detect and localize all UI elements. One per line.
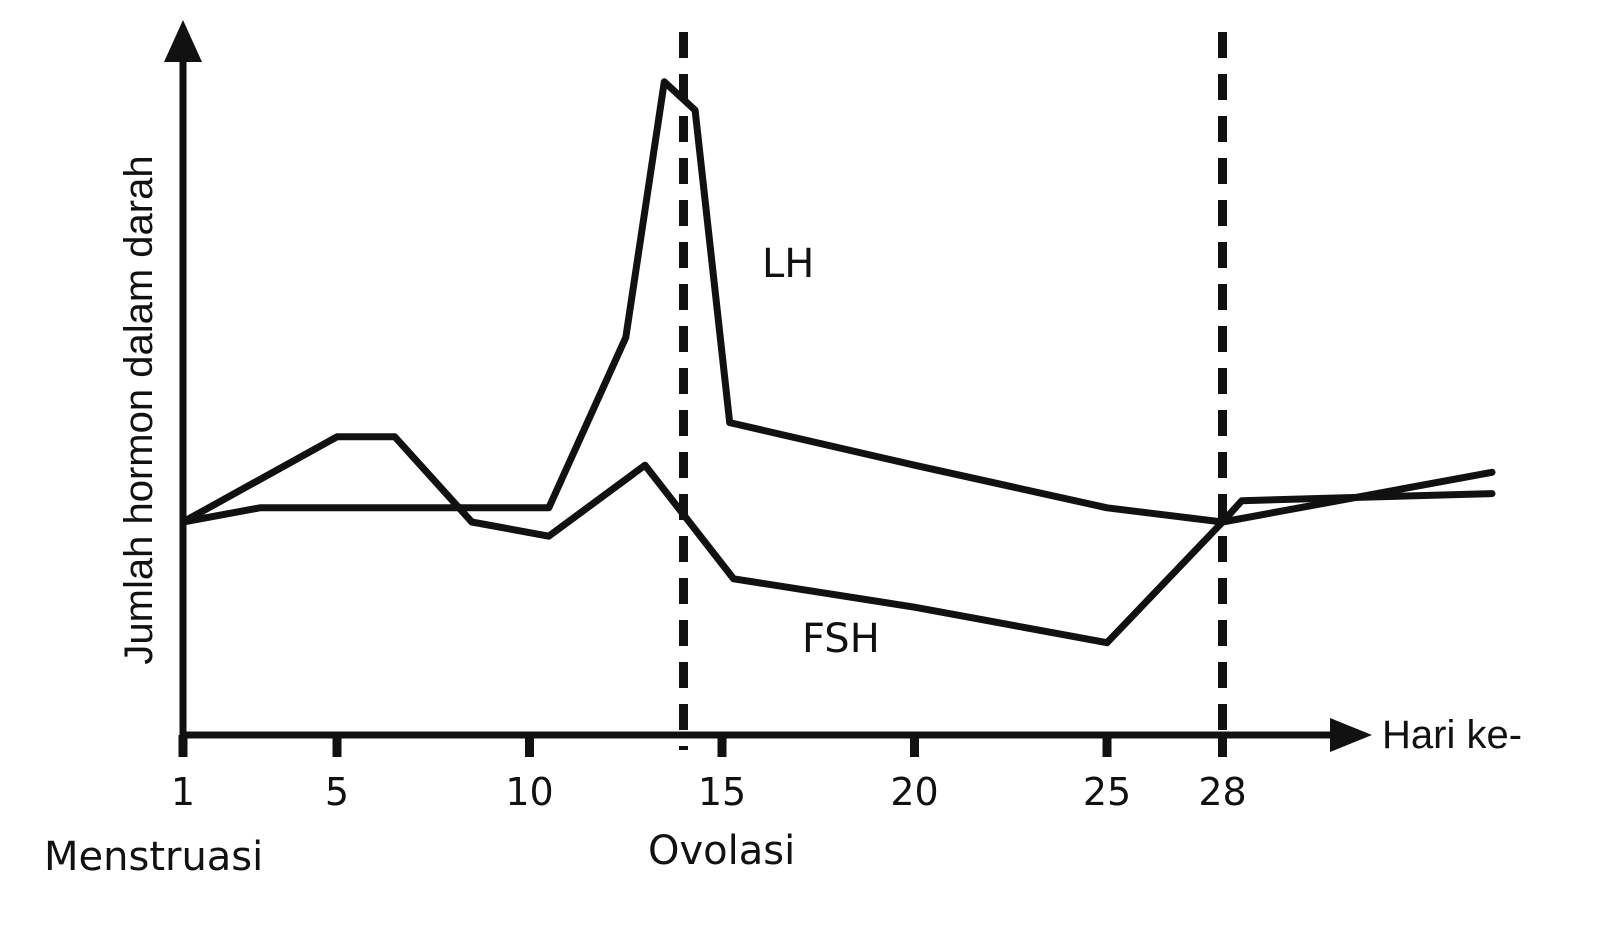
x-tick-label-15: 15 — [698, 770, 746, 814]
series-lines — [179, 78, 1496, 647]
annotation-ovolasi: Ovolasi — [648, 828, 795, 874]
series-line-lh — [179, 78, 1496, 526]
x-tick-label-28: 28 — [1198, 770, 1246, 814]
x-tick-label-5: 5 — [325, 770, 349, 814]
x-ticks: 1 5 10 15 20 25 28 — [171, 735, 1247, 814]
x-tick-label-1: 1 — [171, 770, 195, 814]
series-line-fsh — [179, 433, 1496, 647]
series-label-fsh: FSH — [802, 616, 880, 662]
x-axis-arrow — [1330, 718, 1372, 752]
x-tick-label-20: 20 — [890, 770, 938, 814]
y-axis-arrow — [164, 20, 202, 62]
x-axis-label: Hari ke- — [1382, 713, 1522, 757]
annotation-menstruasi: Menstruasi — [44, 834, 263, 880]
y-axis-label: Jumlah hormon dalam darah — [117, 155, 161, 664]
reference-lines — [679, 32, 1227, 750]
x-tick-label-10: 10 — [505, 770, 553, 814]
x-tick-label-25: 25 — [1083, 770, 1131, 814]
series-label-lh: LH — [762, 241, 814, 287]
